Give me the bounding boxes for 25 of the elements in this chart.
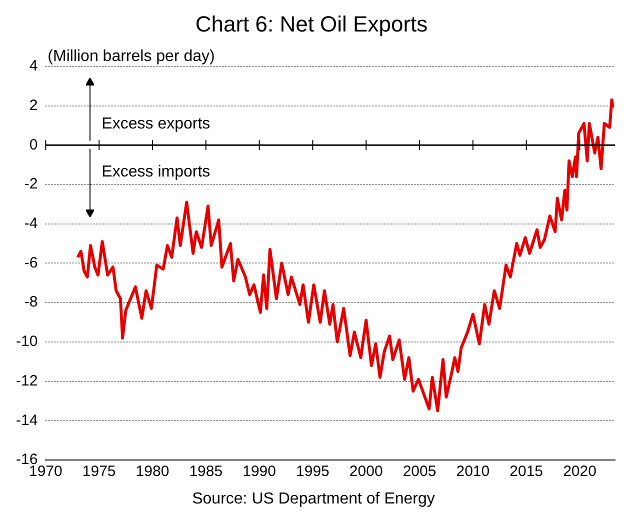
x-tick-label: 2005 [402,463,436,480]
y-tick-label: -12 [16,372,38,390]
y-tick-label: 4 [29,58,38,75]
y-tick-label: -10 [16,333,38,350]
x-tick-label: 1990 [242,463,276,480]
x-tick-label: 2020 [563,463,596,480]
annotation: Excess exports [102,116,210,133]
x-tick-label: 1980 [136,463,170,480]
x-tick-label: 2010 [456,463,490,480]
chart-title: Chart 6: Net Oil Exports [195,11,428,36]
x-tick-label: 1995 [296,463,330,480]
y-tick-label: -6 [24,254,38,272]
y-tick-label: 2 [29,96,38,114]
y-tick-label: -4 [24,214,38,232]
y-tick-label: -8 [24,294,38,311]
y-tick-label: -14 [16,412,38,429]
y-axis-title: (Million barrels per day) [48,48,215,65]
y-tick-label: -2 [24,176,38,193]
x-tick-label: 2015 [510,463,544,480]
x-tick-label: 1975 [82,463,116,480]
y-tick-label: 0 [29,136,38,154]
x-tick-label: 2000 [349,463,383,480]
source-note: Source: US Department of Energy [192,490,435,508]
annotation: Excess imports [102,164,210,181]
x-tick-label: 1985 [189,463,223,480]
